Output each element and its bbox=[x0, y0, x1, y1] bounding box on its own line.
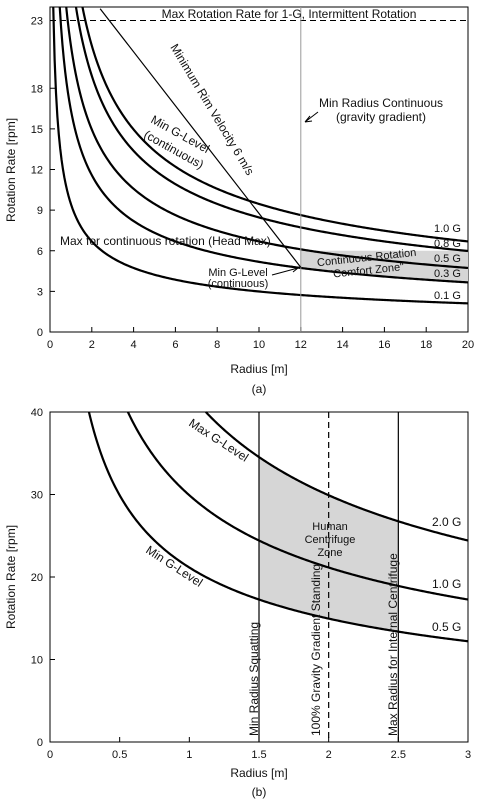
chart-a-series-label: 1.0 G bbox=[434, 223, 461, 235]
chart-a-curve bbox=[81, 6, 469, 243]
chart-a-x-tick-label: 12 bbox=[295, 339, 307, 351]
chart-a-x-tick-label: 20 bbox=[462, 339, 474, 351]
chart-b-x-tick-label: 3 bbox=[465, 749, 471, 761]
chart-b-max-g-label: Max G-Level bbox=[186, 416, 251, 465]
chart-a: 0 2 4 6 8 10 12 14 16 18 20 0 3 6 9 12 15 18 23 1.0 G 0.8 … bbox=[4, 6, 474, 396]
chart-b-x-tick-label: 1 bbox=[186, 749, 192, 761]
chart-a-x-tick-label: 18 bbox=[420, 339, 432, 351]
chart-a-max-rotation-label: Max Rotation Rate for 1-G, Intermittent … bbox=[162, 7, 417, 21]
chart-a-labels: 1.0 G 0.8 G 0.5 G 0.3 G 0.1 G Max Rotation Ra… bbox=[60, 7, 461, 302]
chart-a-y-tick-label: 12 bbox=[31, 165, 43, 177]
chart-b-xlabel: Radius [m] bbox=[230, 766, 287, 780]
chart-a-panel-label: (a) bbox=[252, 382, 267, 396]
chart-b-panel-label: (b) bbox=[252, 785, 267, 799]
chart-a-x-ticks: 0 2 4 6 8 10 12 14 16 18 20 bbox=[47, 327, 474, 351]
chart-b-series-label: 2.0 G bbox=[432, 515, 461, 529]
chart-b-curve bbox=[205, 411, 469, 542]
chart-b-vertical-line-label: 100% Gravity Gradient Standing bbox=[309, 564, 323, 736]
chart-b-y-tick-label: 20 bbox=[31, 572, 43, 584]
chart-a-y-tick-label: 6 bbox=[37, 246, 43, 258]
chart-b-zone-label-3: Zone bbox=[317, 547, 342, 559]
chart-b-y-tick-label: 30 bbox=[31, 490, 43, 502]
chart-a-series-label: 0.3 G bbox=[434, 268, 461, 280]
chart-a-min-radius-label-2: (gravity gradient) bbox=[336, 110, 426, 124]
chart-b-x-tick-label: 2.5 bbox=[391, 749, 406, 761]
chart-a-min-radius-label-1: Min Radius Continuous bbox=[319, 96, 443, 110]
chart-b-y-tick-label: 10 bbox=[31, 655, 43, 667]
chart-b-curve bbox=[126, 411, 469, 601]
chart-a-x-tick-label: 8 bbox=[214, 339, 220, 351]
chart-a-ylabel: Rotation Rate [rpm] bbox=[4, 118, 18, 222]
chart-b-x-tick-label: 1.5 bbox=[251, 749, 266, 761]
chart-b-vertical-line-label: Max Radius for Internal Centrifuge bbox=[386, 553, 400, 736]
chart-b-y-ticks: 0 10 20 30 40 bbox=[31, 407, 55, 749]
chart-a-comfort-zone-layer bbox=[300, 250, 468, 283]
chart-b-curves bbox=[87, 411, 469, 742]
chart-a-y-ticks: 0 3 6 9 12 15 18 23 bbox=[31, 16, 55, 339]
chart-a-x-tick-label: 4 bbox=[131, 339, 137, 351]
chart-a-min-g-lower-1: Min G-Level bbox=[208, 267, 267, 279]
chart-a-y-tick-label: 9 bbox=[37, 205, 43, 217]
chart-a-min-radius-arrow bbox=[304, 111, 319, 123]
chart-b: 0 0.5 1 1.5 2 2.5 3 0 10 20 30 40 2.0 G 1.0 G 0.5 G M… bbox=[4, 407, 471, 799]
chart-b-x-tick-label: 0.5 bbox=[112, 749, 127, 761]
chart-b-y-tick-label: 40 bbox=[31, 407, 43, 419]
chart-a-curve bbox=[74, 6, 469, 253]
chart-a-rim-velocity-line bbox=[99, 8, 302, 268]
chart-b-ylabel: Rotation Rate [rpm] bbox=[4, 525, 18, 629]
chart-b-zone-label-2: Centrifuge bbox=[305, 534, 356, 546]
chart-a-curve bbox=[52, 6, 469, 305]
chart-a-curve bbox=[65, 6, 469, 270]
chart-a-y-tick-label: 3 bbox=[37, 286, 43, 298]
chart-a-x-tick-label: 10 bbox=[253, 339, 265, 351]
chart-a-head-max-label: Max for continuous rotation (Head Max) bbox=[60, 234, 271, 248]
chart-b-series-label: 0.5 G bbox=[432, 620, 461, 634]
chart-a-x-tick-label: 14 bbox=[336, 339, 348, 351]
chart-a-series-label: 0.8 G bbox=[434, 238, 461, 250]
chart-a-x-tick-label: 16 bbox=[378, 339, 390, 351]
chart-b-series-label: 1.0 G bbox=[432, 577, 461, 591]
chart-b-curve bbox=[87, 411, 469, 643]
chart-a-y-tick-label: 0 bbox=[37, 327, 43, 339]
chart-a-x-tick-label: 0 bbox=[47, 339, 53, 351]
chart-a-y-tick-label: 18 bbox=[31, 83, 43, 95]
chart-a-xlabel: Radius [m] bbox=[230, 362, 287, 376]
chart-a-y-tick-label: 15 bbox=[31, 124, 43, 136]
chart-a-curve bbox=[58, 6, 469, 284]
chart-a-min-g-arrow bbox=[271, 265, 299, 276]
chart-a-series-label: 0.1 G bbox=[434, 290, 461, 302]
chart-a-series-label: 0.5 G bbox=[434, 253, 461, 265]
chart-b-y-tick-label: 0 bbox=[37, 737, 43, 749]
chart-a-comfort-zone bbox=[300, 250, 468, 283]
chart-b-zone-label-1: Human bbox=[312, 521, 347, 533]
chart-a-curves bbox=[50, 6, 469, 332]
chart-a-min-g-lower-2: (continuous) bbox=[208, 278, 269, 290]
chart-b-min-g-label: Min G-Level bbox=[143, 543, 205, 590]
chart-b-vertical-line-label: Min Radius Squatting bbox=[247, 622, 261, 736]
chart-b-x-tick-label: 0 bbox=[47, 749, 53, 761]
chart-b-x-tick-label: 2 bbox=[326, 749, 332, 761]
chart-a-y-tick-label: 23 bbox=[31, 16, 43, 28]
chart-a-x-tick-label: 6 bbox=[172, 339, 178, 351]
chart-a-x-tick-label: 2 bbox=[89, 339, 95, 351]
